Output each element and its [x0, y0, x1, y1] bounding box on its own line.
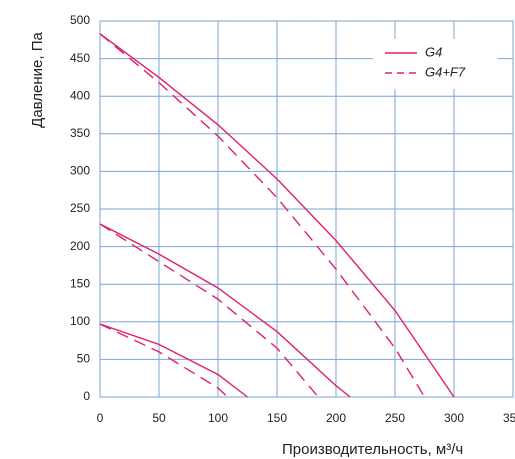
x-tick-label: 50 — [152, 411, 166, 425]
curve — [99, 323, 228, 398]
y-tick-label: 50 — [77, 352, 91, 366]
y-tick-label: 400 — [70, 88, 90, 102]
legend-label: G4 — [425, 44, 442, 59]
curve — [99, 223, 319, 398]
curve — [99, 223, 351, 398]
y-tick-label: 100 — [70, 314, 90, 328]
y-tick-label: 300 — [70, 164, 90, 178]
x-tick-label: 100 — [208, 411, 228, 425]
x-tick-label: 0 — [97, 411, 104, 425]
y-axis-title: Давление, Па — [29, 32, 46, 128]
curve — [99, 323, 248, 398]
y-tick-label: 0 — [83, 389, 90, 403]
x-tick-label: 250 — [385, 411, 405, 425]
x-axis-title: Производительность, м³/ч — [282, 441, 463, 458]
y-tick-label: 350 — [70, 126, 90, 140]
x-tick-label: 150 — [267, 411, 287, 425]
legend-box — [373, 39, 498, 89]
y-tick-label: 250 — [70, 201, 90, 215]
y-tick-label: 200 — [70, 239, 90, 253]
x-tick-label: 200 — [326, 411, 346, 425]
x-tick-label: 300 — [444, 411, 464, 425]
y-tick-label: 450 — [70, 51, 90, 65]
legend-label: G4+F7 — [425, 64, 466, 79]
curve — [99, 33, 455, 398]
y-tick-label: 500 — [70, 13, 90, 27]
curve — [99, 33, 426, 398]
x-tick-label: 350 — [503, 411, 515, 425]
y-tick-label: 150 — [70, 276, 90, 290]
